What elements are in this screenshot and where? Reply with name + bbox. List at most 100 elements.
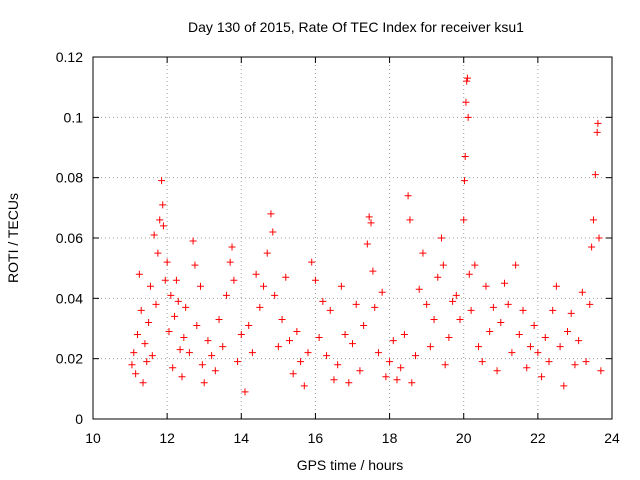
data-point	[549, 306, 557, 314]
data-point	[178, 373, 186, 381]
data-point	[430, 315, 438, 323]
data-point	[139, 379, 147, 387]
data-point	[234, 358, 242, 366]
data-point	[211, 367, 219, 375]
data-point	[167, 291, 175, 299]
data-point	[552, 282, 560, 290]
data-point	[137, 306, 145, 314]
data-point	[158, 177, 166, 185]
data-point	[586, 300, 594, 308]
data-point	[356, 367, 364, 375]
x-tick-label: 12	[159, 430, 175, 446]
data-point	[304, 349, 312, 357]
data-point	[369, 267, 377, 275]
data-point	[408, 379, 416, 387]
data-point	[271, 291, 279, 299]
y-tick-label: 0.02	[56, 351, 83, 367]
x-tick-label: 18	[382, 430, 398, 446]
data-point	[434, 273, 442, 281]
data-point	[545, 358, 553, 366]
data-point	[426, 343, 434, 351]
data-point	[526, 343, 534, 351]
data-point	[285, 337, 293, 345]
data-point	[382, 373, 390, 381]
data-point	[475, 343, 483, 351]
data-point	[226, 258, 234, 266]
data-point	[441, 361, 449, 369]
data-point	[267, 210, 275, 218]
data-point	[278, 315, 286, 323]
data-point	[482, 282, 490, 290]
data-point	[397, 364, 405, 372]
data-point	[386, 358, 394, 366]
data-point	[308, 258, 316, 266]
data-point	[315, 334, 323, 342]
data-point	[493, 367, 501, 375]
data-point	[143, 358, 151, 366]
data-point	[230, 276, 238, 284]
data-point	[415, 285, 423, 293]
data-point	[198, 361, 206, 369]
data-points	[128, 74, 605, 396]
data-point	[341, 331, 349, 339]
data-point	[406, 216, 414, 224]
data-point	[128, 361, 136, 369]
data-point	[462, 98, 470, 106]
y-tick-label: 0	[75, 411, 83, 427]
x-tick-label: 14	[233, 430, 249, 446]
data-point	[419, 249, 427, 257]
y-tick-label: 0.12	[56, 49, 83, 65]
x-tick-label: 10	[85, 430, 101, 446]
data-point	[523, 364, 531, 372]
data-point	[269, 228, 277, 236]
data-point	[360, 321, 368, 329]
data-point	[171, 312, 179, 320]
data-point	[172, 276, 180, 284]
data-point	[293, 328, 301, 336]
data-point	[182, 303, 190, 311]
data-point	[597, 367, 605, 375]
x-tick-label: 24	[604, 430, 620, 446]
data-point	[282, 273, 290, 281]
y-tick-label: 0.04	[56, 290, 83, 306]
data-point	[593, 128, 601, 136]
data-point	[567, 309, 575, 317]
y-tick-label: 0.06	[56, 230, 83, 246]
data-point	[452, 291, 460, 299]
data-point	[241, 388, 249, 396]
data-point	[274, 343, 282, 351]
data-point	[530, 321, 538, 329]
data-point	[449, 297, 457, 305]
data-point	[245, 321, 253, 329]
data-point	[578, 288, 586, 296]
data-point	[464, 113, 472, 121]
data-point	[185, 349, 193, 357]
data-point	[363, 240, 371, 248]
data-point	[519, 306, 527, 314]
data-point	[176, 346, 184, 354]
data-point	[228, 243, 236, 251]
data-point	[582, 358, 590, 366]
data-point	[204, 337, 212, 345]
data-point	[300, 382, 308, 390]
data-point	[465, 270, 473, 278]
data-point	[180, 334, 188, 342]
data-point	[497, 318, 505, 326]
data-point	[595, 234, 603, 242]
data-point	[589, 216, 597, 224]
data-point	[560, 382, 568, 390]
data-point	[263, 249, 271, 257]
data-point	[252, 270, 260, 278]
data-point	[330, 376, 338, 384]
data-point	[378, 288, 386, 296]
plot-frame	[92, 56, 613, 420]
data-point	[500, 279, 508, 287]
data-point	[467, 306, 475, 314]
data-point	[130, 349, 138, 357]
data-point	[515, 331, 523, 339]
data-point	[404, 192, 412, 200]
x-axis-ticks: 10 12 14 16 18 20 22 24	[85, 57, 620, 446]
data-point	[193, 321, 201, 329]
x-tick-label: 16	[308, 430, 324, 446]
data-point	[337, 282, 345, 290]
